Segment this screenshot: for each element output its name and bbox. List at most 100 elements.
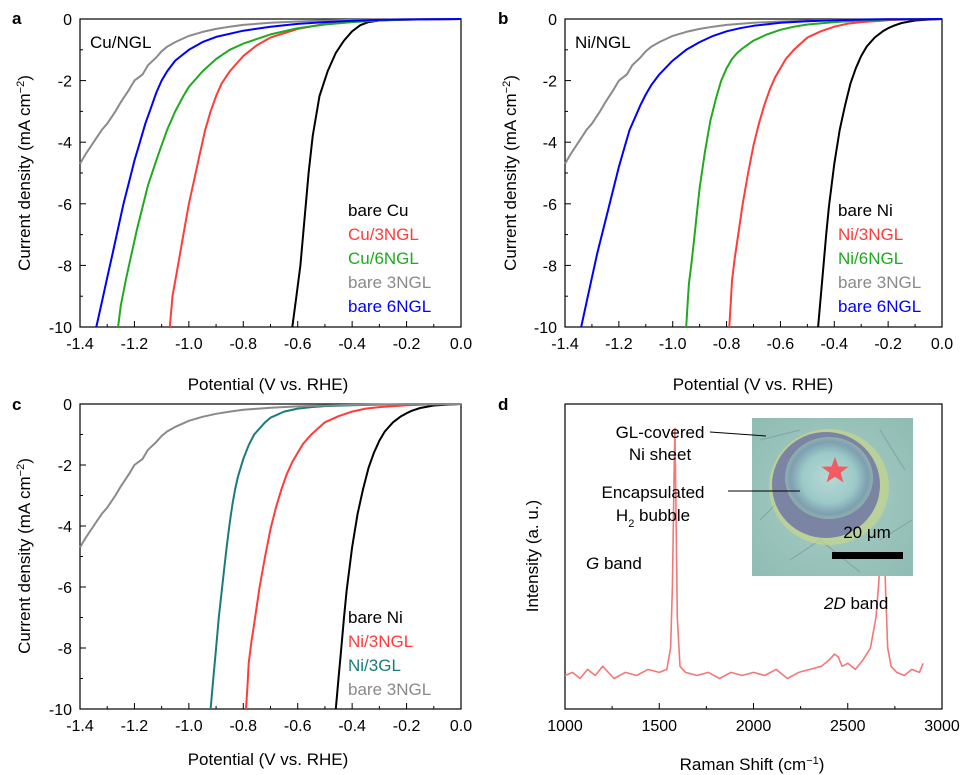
x-tick-label: -1.2	[121, 336, 149, 353]
x-tick-label: 1000	[547, 718, 583, 735]
panel-a-ticks: -1.4 -1.2 -1.0 -0.8 -0.6 -0.4 -0.2 0.0 0 -2 -4 -6 -8…	[49, 12, 472, 353]
x-tick-label: -1.0	[175, 336, 203, 353]
micrograph-inset: 20 μm	[752, 418, 913, 576]
x-tick-label: -1.2	[121, 718, 149, 735]
panel-b-ticks: -1.4 -1.2 -1.0 -0.8 -0.6 -0.4 -0.2 0.0 0 -2 -4 -6 -8…	[534, 12, 953, 353]
y-tick-label: -4	[543, 135, 557, 152]
panel-c-xlabel: Potential (V vs. RHE)	[188, 750, 349, 769]
y-tick-label: -6	[58, 197, 72, 214]
y-tick-label: -10	[49, 320, 72, 337]
panel-a-xlabel: Potential (V vs. RHE)	[188, 375, 349, 394]
legend-entry: bare Ni	[348, 608, 403, 627]
y-tick-label: 0	[63, 12, 72, 29]
legend-entry: bare 3NGL	[838, 273, 921, 292]
panel-b-xlabel: Potential (V vs. RHE)	[673, 375, 834, 394]
legend-entry: bare 3NGL	[348, 680, 431, 699]
x-tick-label: -1.0	[659, 336, 687, 353]
panel-b-plot	[564, 18, 943, 328]
plot-frame	[564, 403, 943, 710]
panel-a-title: Cu/NGL	[90, 33, 151, 52]
x-tick-label: 0.0	[450, 718, 472, 735]
series-line-4	[95, 18, 462, 328]
y-tick-label: -8	[58, 641, 72, 658]
panel-b-ylabel: Current density (mA cm−2)	[501, 75, 520, 271]
series-line-0	[334, 403, 462, 710]
legend-entry: Ni/3NGL	[838, 225, 903, 244]
y-tick-label: -2	[58, 74, 72, 91]
series-line-1	[728, 18, 943, 328]
inset-label-bubble-1: Encapsulated	[601, 483, 704, 502]
panel-c-ticks: -1.4 -1.2 -1.0 -0.8 -0.6 -0.4 -0.2 0.0 0 -2 -4 -6 -8…	[49, 397, 472, 735]
panel-a-legend: bare Cu Cu/3NGL Cu/6NGL bare 3NGL bare 6NGL	[348, 201, 431, 316]
x-tick-label: -0.2	[393, 336, 421, 353]
x-tick-label: 3000	[924, 718, 960, 735]
panel-a: a Cu/NGL Potential (V vs. RHE) Current d…	[12, 9, 472, 394]
panel-c: c Potential (V vs. RHE) Current density …	[12, 395, 472, 769]
x-tick-label: -1.2	[605, 336, 633, 353]
x-tick-label: -0.6	[284, 718, 312, 735]
legend-entry: Ni/3GL	[348, 656, 401, 675]
panel-c-label: c	[12, 395, 21, 414]
plot-frame	[79, 403, 462, 710]
x-tick-label: 0.0	[931, 336, 953, 353]
x-tick-label: -1.4	[66, 718, 94, 735]
y-tick-label: -10	[49, 702, 72, 719]
x-tick-label: -0.4	[338, 718, 366, 735]
y-tick-label: 0	[63, 397, 72, 414]
series-line-2	[117, 18, 462, 328]
scale-bar-label: 20 μm	[843, 523, 891, 542]
series-line-1	[245, 403, 462, 710]
series-line-0	[817, 18, 943, 328]
x-tick-label: 1500	[641, 718, 677, 735]
panel-b-legend: bare Ni Ni/3NGL Ni/6NGL bare 3NGL bare 6NGL	[838, 201, 921, 316]
y-tick-label: -8	[543, 258, 557, 275]
x-tick-label: -0.4	[338, 336, 366, 353]
panel-d: d Raman Shift (cm−1) Intensity (a. u.) 1…	[498, 395, 960, 774]
plot-frame	[79, 18, 462, 328]
inset-label-sheet-1: GL-covered	[616, 423, 705, 442]
panel-b-title: Ni/NGL	[575, 33, 631, 52]
y-tick-label: -2	[58, 458, 72, 475]
legend-entry: bare 6NGL	[348, 297, 431, 316]
x-tick-label: 0.0	[450, 336, 472, 353]
x-tick-label: -0.2	[393, 718, 421, 735]
x-tick-label: -1.4	[551, 336, 579, 353]
legend-entry: bare Ni	[838, 201, 893, 220]
series-line-3	[79, 18, 462, 165]
inset-label-bubble-2: H2 bubble	[616, 506, 690, 530]
panel-d-ylabel: Intensity (a. u.)	[523, 500, 542, 612]
x-tick-label: -0.4	[820, 336, 848, 353]
panel-a-plot	[79, 18, 462, 328]
x-tick-label: -0.8	[713, 336, 741, 353]
panel-d-ticks: 1000 1500 2000 2500 3000	[547, 703, 960, 735]
series-line-3	[79, 403, 462, 548]
panel-c-legend: bare Ni Ni/3NGL Ni/3GL bare 3NGL	[348, 608, 431, 699]
series-line-2	[685, 18, 943, 328]
y-tick-label: -6	[543, 197, 557, 214]
series-line-4	[580, 18, 943, 328]
panel-d-xlabel: Raman Shift (cm−1)	[680, 755, 825, 774]
panel-c-plot	[79, 403, 462, 710]
panel-c-ylabel: Current density (mA cm−2)	[15, 458, 34, 654]
y-tick-label: 0	[548, 12, 557, 29]
g-band-annotation: G band	[586, 554, 642, 573]
panel-b: b Ni/NGL Potential (V vs. RHE) Current d…	[498, 9, 953, 394]
y-tick-label: -6	[58, 580, 72, 597]
scale-bar	[832, 552, 903, 559]
y-tick-label: -4	[58, 519, 72, 536]
panel-a-label: a	[12, 9, 22, 28]
x-tick-label: -0.8	[229, 718, 257, 735]
x-tick-label: -0.2	[874, 336, 902, 353]
panel-d-label: d	[498, 395, 508, 414]
panel-b-label: b	[498, 9, 508, 28]
x-tick-label: -1.4	[66, 336, 94, 353]
star-marker-icon	[821, 457, 849, 483]
x-tick-label: -0.6	[767, 336, 795, 353]
legend-entry: bare 3NGL	[348, 273, 431, 292]
legend-entry: Ni/6NGL	[838, 249, 903, 268]
y-tick-label: -8	[58, 258, 72, 275]
legend-entry: bare Cu	[348, 201, 408, 220]
x-tick-label: 2000	[736, 718, 772, 735]
x-tick-label: 2500	[830, 718, 866, 735]
